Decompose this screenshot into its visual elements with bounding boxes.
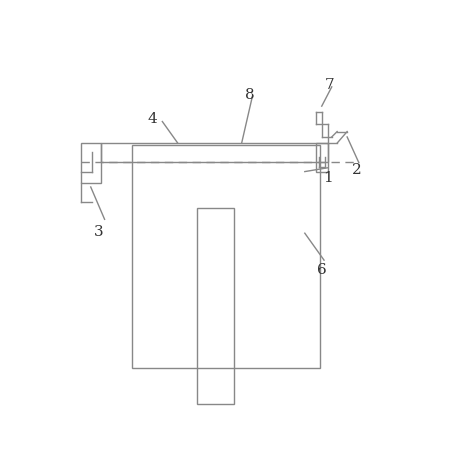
- Text: 6: 6: [317, 263, 327, 277]
- Text: 4: 4: [147, 112, 157, 126]
- Text: 1: 1: [323, 171, 333, 185]
- Text: 7: 7: [325, 78, 334, 92]
- Bar: [101, 143, 328, 162]
- Bar: [82, 143, 101, 183]
- Bar: [197, 208, 234, 404]
- Text: 2: 2: [352, 163, 362, 177]
- Text: 8: 8: [245, 88, 254, 101]
- Bar: [316, 143, 328, 171]
- Bar: [131, 145, 320, 368]
- Text: 3: 3: [93, 225, 103, 239]
